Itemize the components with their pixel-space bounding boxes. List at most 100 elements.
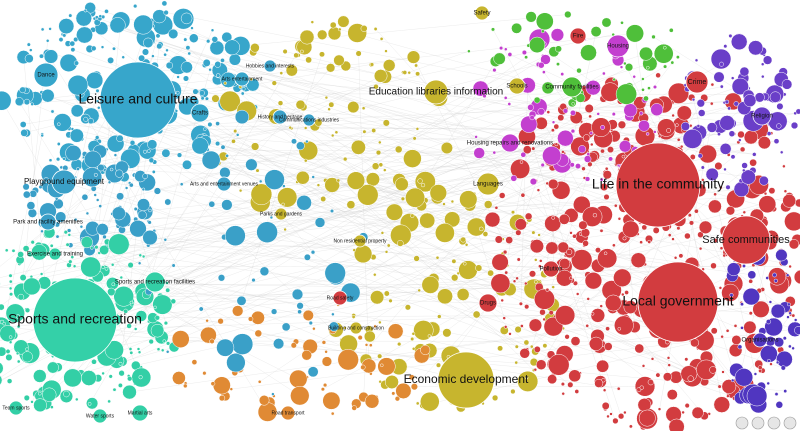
minor-node — [249, 77, 254, 82]
node — [637, 261, 719, 343]
minor-node — [527, 104, 534, 111]
minor-node — [99, 245, 110, 255]
minor-node — [201, 150, 221, 170]
minor-node — [679, 144, 684, 149]
minor-node — [191, 137, 209, 155]
minor-node — [483, 200, 493, 209]
minor-node — [743, 130, 759, 145]
minor-node — [671, 113, 675, 118]
edge — [81, 226, 391, 301]
minor-node — [473, 147, 485, 159]
minor-node — [382, 59, 396, 72]
minor-node — [170, 298, 177, 305]
minor-node — [542, 317, 546, 322]
minor-node — [515, 229, 522, 236]
minor-node — [773, 138, 780, 145]
minor-node — [673, 256, 678, 260]
minor-node — [414, 171, 436, 193]
minor-node — [15, 314, 21, 319]
minor-node — [320, 196, 327, 202]
minor-node — [217, 318, 224, 325]
minor-node — [119, 275, 124, 280]
minor-node — [779, 150, 784, 155]
node-label: Sports and recreation facilities — [115, 280, 195, 286]
minor-node — [76, 26, 93, 44]
minor-node — [160, 348, 165, 353]
minor-node — [603, 251, 608, 256]
minor-node — [126, 323, 132, 329]
minor-node — [395, 382, 412, 399]
minor-node — [601, 401, 610, 410]
minor-node — [566, 248, 573, 256]
edge — [388, 245, 582, 261]
minor-node — [793, 318, 798, 322]
node-label: Fire — [573, 34, 584, 40]
minor-node — [612, 243, 616, 248]
minor-node — [368, 343, 373, 348]
minor-node — [728, 33, 733, 38]
minor-node — [43, 49, 59, 64]
minor-node — [588, 114, 592, 119]
minor-node — [48, 27, 52, 31]
minor-node — [760, 62, 765, 66]
minor-node — [666, 356, 671, 360]
minor-node — [706, 122, 718, 133]
minor-node — [69, 128, 84, 143]
node — [48, 247, 62, 261]
minor-node — [136, 347, 141, 351]
minor-node — [694, 208, 699, 214]
minor-node — [600, 148, 605, 154]
minor-node — [62, 33, 67, 38]
minor-node — [608, 156, 614, 162]
minor-node — [67, 74, 89, 96]
minor-node — [50, 109, 55, 114]
edge — [261, 194, 709, 286]
minor-node — [148, 157, 155, 164]
node-label: Park and facility amenities — [13, 220, 83, 226]
minor-node — [560, 382, 565, 387]
edge — [102, 266, 538, 350]
minor-node — [220, 58, 225, 63]
minor-node — [290, 342, 297, 349]
node-label: Parks and gardens — [260, 211, 302, 217]
node — [752, 332, 768, 348]
node-label: Martial arts — [128, 410, 153, 416]
minor-node — [48, 158, 53, 163]
minor-node — [219, 90, 241, 112]
minor-node — [19, 121, 27, 128]
node-label: Building and construction — [328, 325, 384, 331]
minor-node — [781, 79, 793, 90]
minor-node — [30, 240, 35, 245]
minor-node — [329, 208, 335, 214]
minor-node — [535, 359, 547, 370]
minor-node — [63, 230, 68, 235]
minor-node — [641, 87, 645, 92]
minor-node — [151, 54, 155, 58]
minor-node — [21, 351, 33, 363]
minor-node — [696, 124, 701, 128]
minor-node — [330, 133, 335, 138]
minor-node — [748, 278, 754, 284]
edge — [203, 106, 539, 137]
edge — [258, 333, 619, 389]
minor-node — [307, 366, 319, 378]
minor-node — [365, 172, 380, 187]
minor-node — [535, 12, 554, 31]
minor-node — [68, 259, 73, 264]
minor-node — [240, 91, 245, 96]
minor-node — [429, 184, 447, 202]
minor-node — [97, 164, 105, 172]
minor-node — [761, 74, 765, 79]
minor-node — [494, 235, 503, 244]
minor-node — [122, 384, 137, 400]
minor-node — [582, 134, 591, 142]
minor-node — [582, 206, 603, 227]
minor-node — [322, 382, 328, 388]
minor-node — [507, 102, 512, 106]
minor-node — [8, 340, 13, 344]
minor-node — [639, 240, 643, 245]
minor-node — [775, 249, 788, 262]
minor-node — [310, 249, 316, 255]
minor-node — [420, 391, 440, 412]
minor-node — [490, 273, 511, 294]
